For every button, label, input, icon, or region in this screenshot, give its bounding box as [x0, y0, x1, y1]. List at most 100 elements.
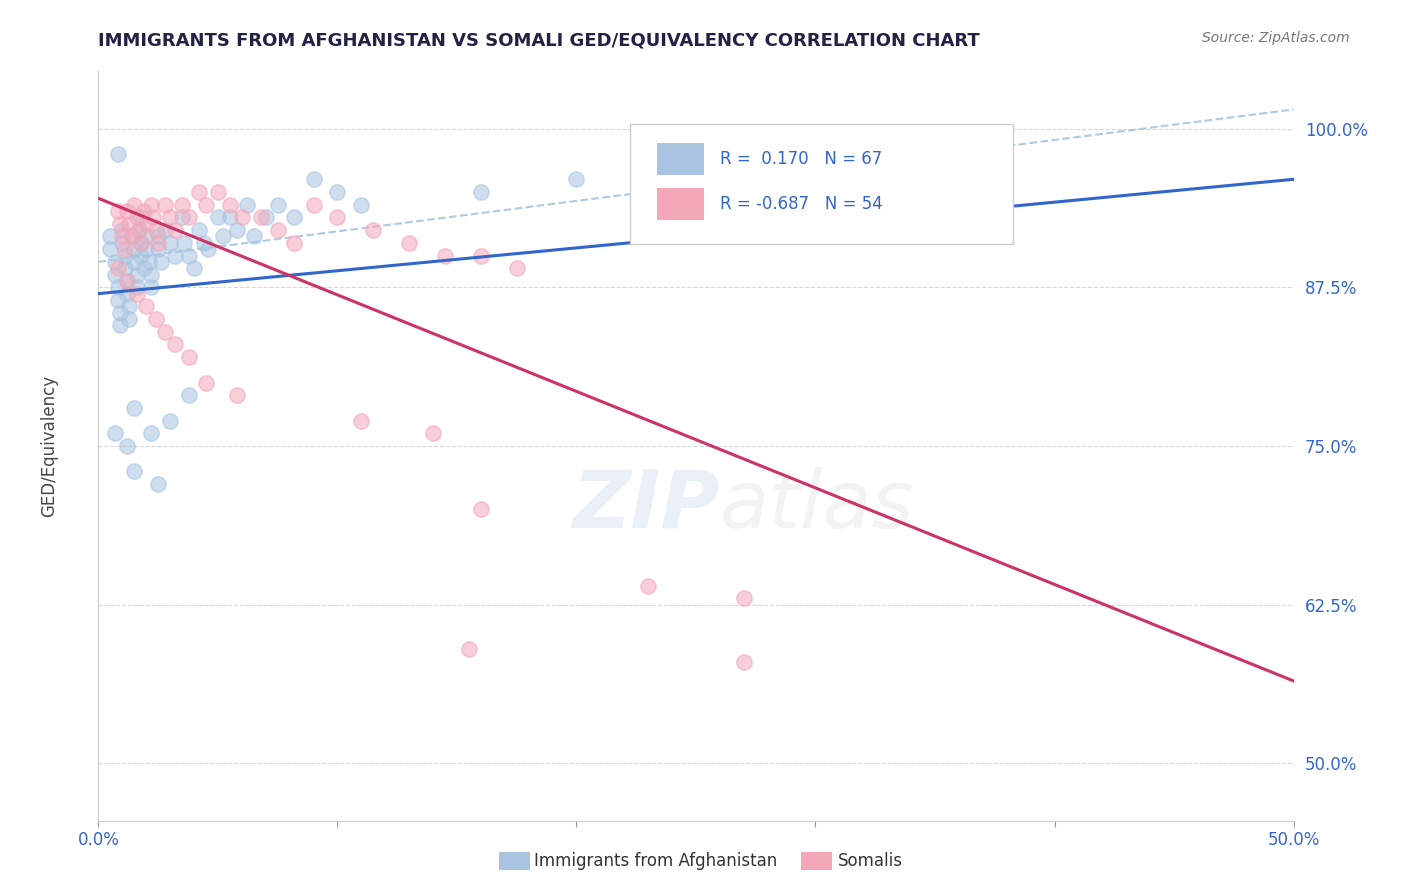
Point — [107, 147, 129, 161]
Point — [231, 211, 253, 225]
Point — [121, 229, 143, 244]
Point — [108, 318, 131, 333]
Point — [163, 337, 186, 351]
Point — [139, 268, 162, 282]
Point — [115, 204, 138, 219]
Point — [125, 211, 148, 225]
Point — [148, 235, 170, 250]
Point — [98, 229, 122, 244]
Text: R = -0.687   N = 54: R = -0.687 N = 54 — [720, 195, 883, 213]
Point — [733, 591, 755, 606]
Point — [470, 502, 492, 516]
Point — [163, 223, 186, 237]
Point — [107, 261, 129, 276]
Point — [114, 261, 136, 276]
Point — [114, 242, 136, 256]
Point — [125, 268, 148, 282]
Point — [148, 229, 170, 244]
Bar — [657, 144, 704, 175]
Point — [118, 299, 141, 313]
Point — [219, 211, 242, 225]
Point — [142, 211, 165, 225]
Point — [187, 223, 209, 237]
Point — [283, 235, 305, 250]
Point — [235, 197, 257, 211]
Point — [155, 325, 177, 339]
Point — [195, 197, 218, 211]
Point — [302, 172, 325, 186]
Point — [350, 197, 373, 211]
Point — [434, 248, 457, 262]
Point — [183, 261, 205, 276]
Point — [139, 426, 162, 441]
Point — [565, 172, 588, 186]
Point — [326, 185, 349, 199]
Text: ZIP: ZIP — [572, 467, 720, 545]
Point — [470, 185, 492, 199]
Point — [138, 255, 160, 269]
Point — [124, 464, 146, 478]
Point — [211, 229, 233, 244]
Text: atlas: atlas — [720, 467, 915, 545]
Point — [124, 197, 146, 211]
Point — [179, 388, 201, 402]
Point — [145, 223, 167, 237]
Point — [470, 248, 492, 262]
Point — [193, 235, 215, 250]
Bar — [657, 188, 704, 219]
Point — [135, 217, 157, 231]
Point — [172, 211, 194, 225]
Point — [254, 211, 277, 225]
Point — [115, 274, 138, 288]
Point — [179, 248, 201, 262]
Point — [135, 242, 157, 256]
Point — [187, 185, 209, 199]
Point — [139, 197, 162, 211]
Point — [226, 223, 249, 237]
Point — [145, 312, 167, 326]
Point — [128, 223, 150, 237]
FancyBboxPatch shape — [630, 124, 1012, 244]
Point — [363, 223, 385, 237]
Point — [124, 255, 146, 269]
Point — [398, 235, 420, 250]
Point — [148, 242, 170, 256]
Point — [115, 439, 138, 453]
Point — [179, 350, 201, 364]
Point — [243, 229, 266, 244]
Point — [207, 185, 229, 199]
Point — [195, 376, 218, 390]
Point — [207, 211, 229, 225]
Point — [114, 248, 136, 262]
Point — [107, 293, 129, 307]
Text: R =  0.170   N = 67: R = 0.170 N = 67 — [720, 150, 882, 168]
Point — [131, 248, 153, 262]
Point — [302, 197, 325, 211]
Point — [104, 255, 127, 269]
Point — [155, 197, 177, 211]
Point — [148, 477, 170, 491]
Point — [111, 223, 134, 237]
Point — [131, 235, 153, 250]
Point — [159, 235, 181, 250]
Point — [159, 211, 181, 225]
Point — [125, 286, 148, 301]
Point — [283, 211, 305, 225]
Point — [219, 197, 242, 211]
Point — [111, 229, 134, 244]
Text: GED/Equivalency: GED/Equivalency — [41, 375, 58, 517]
Point — [163, 248, 186, 262]
Point — [115, 274, 138, 288]
Point — [733, 655, 755, 669]
Point — [108, 306, 131, 320]
Point — [250, 211, 273, 225]
Point — [149, 255, 172, 269]
Point — [506, 261, 529, 276]
Point — [159, 414, 181, 428]
Point — [637, 579, 659, 593]
Point — [132, 204, 155, 219]
Point — [458, 642, 481, 657]
Point — [350, 414, 373, 428]
Point — [179, 211, 201, 225]
Point — [135, 229, 157, 244]
